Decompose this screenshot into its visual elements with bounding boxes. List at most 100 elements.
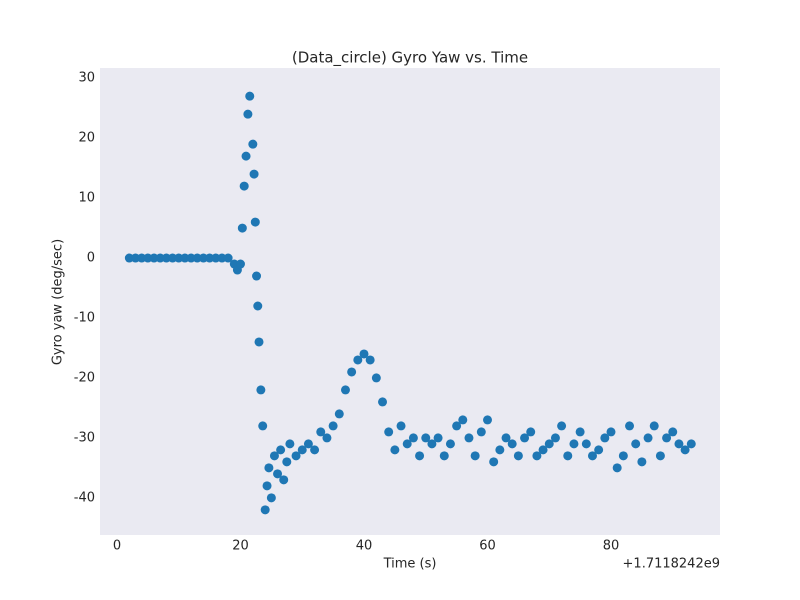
data-point bbox=[149, 253, 159, 263]
data-point bbox=[340, 385, 350, 395]
data-point bbox=[526, 427, 536, 437]
data-point bbox=[217, 253, 227, 263]
data-point bbox=[445, 439, 455, 449]
data-point bbox=[174, 253, 184, 263]
data-point bbox=[285, 439, 295, 449]
data-point bbox=[655, 451, 665, 461]
data-point bbox=[264, 463, 274, 473]
x-offset-label: +1.7118242e9 bbox=[623, 557, 720, 572]
data-point bbox=[452, 421, 462, 431]
data-point bbox=[415, 451, 425, 461]
data-point bbox=[192, 253, 202, 263]
data-point bbox=[476, 427, 486, 437]
data-point bbox=[249, 169, 259, 179]
data-point bbox=[483, 415, 492, 425]
data-point bbox=[686, 439, 696, 449]
data-point bbox=[378, 397, 388, 407]
data-point bbox=[544, 439, 554, 449]
data-point bbox=[205, 253, 215, 263]
chart-title: (Data_circle) Gyro Yaw vs. Time bbox=[292, 49, 528, 68]
data-point bbox=[550, 433, 560, 443]
x-tick-label: 20 bbox=[232, 539, 249, 554]
data-point bbox=[637, 457, 647, 467]
data-point bbox=[625, 421, 635, 431]
data-point bbox=[359, 349, 369, 359]
data-point bbox=[396, 421, 406, 431]
data-point bbox=[507, 439, 517, 449]
x-tick-label: 60 bbox=[479, 539, 496, 554]
x-tick-label: 40 bbox=[356, 539, 373, 554]
data-point bbox=[402, 439, 412, 449]
data-point bbox=[279, 475, 289, 485]
data-point bbox=[470, 451, 480, 461]
data-point bbox=[273, 469, 283, 479]
x-tick-label: 0 bbox=[113, 539, 121, 554]
data-point bbox=[390, 445, 400, 455]
data-point bbox=[384, 427, 394, 437]
data-point bbox=[310, 445, 320, 455]
data-point bbox=[495, 445, 505, 455]
data-point bbox=[245, 91, 255, 101]
data-point bbox=[168, 253, 178, 263]
data-point bbox=[532, 451, 542, 461]
data-point bbox=[612, 463, 622, 473]
y-tick-label: 30 bbox=[78, 71, 95, 86]
data-point bbox=[237, 223, 247, 233]
data-point bbox=[408, 433, 418, 443]
data-point bbox=[260, 505, 270, 515]
y-tick-label: -30 bbox=[74, 430, 95, 445]
data-point bbox=[557, 421, 567, 431]
data-point bbox=[137, 253, 147, 263]
data-point bbox=[371, 373, 381, 383]
y-tick-label: 0 bbox=[87, 251, 95, 266]
data-point bbox=[334, 409, 344, 419]
data-point bbox=[569, 439, 579, 449]
data-point bbox=[600, 433, 610, 443]
data-point bbox=[618, 451, 628, 461]
data-point bbox=[501, 433, 511, 443]
data-point bbox=[649, 421, 659, 431]
data-point bbox=[513, 451, 523, 461]
data-point bbox=[282, 457, 292, 467]
data-point bbox=[239, 181, 249, 191]
data-point bbox=[143, 253, 153, 263]
plot-area bbox=[100, 68, 720, 535]
data-point bbox=[235, 259, 245, 269]
data-point bbox=[223, 253, 233, 263]
data-point bbox=[538, 445, 548, 455]
y-tick-label: 20 bbox=[78, 131, 95, 146]
y-tick-label: -10 bbox=[74, 310, 95, 325]
data-point bbox=[433, 433, 443, 443]
data-point bbox=[520, 433, 530, 443]
data-point bbox=[606, 427, 616, 437]
data-point bbox=[250, 217, 260, 227]
data-point bbox=[297, 445, 307, 455]
data-point bbox=[243, 109, 253, 119]
data-point bbox=[674, 439, 684, 449]
data-point bbox=[262, 481, 272, 491]
data-point bbox=[254, 337, 264, 347]
y-tick-label: -40 bbox=[74, 490, 95, 505]
data-point bbox=[563, 451, 573, 461]
data-point bbox=[124, 253, 134, 263]
data-point bbox=[258, 421, 268, 431]
data-point bbox=[643, 433, 653, 443]
data-point bbox=[458, 415, 468, 425]
data-point bbox=[668, 427, 678, 437]
data-point bbox=[266, 493, 276, 503]
data-point bbox=[291, 451, 301, 461]
data-point bbox=[328, 421, 338, 431]
data-point bbox=[198, 253, 208, 263]
data-point bbox=[427, 439, 437, 449]
data-point bbox=[256, 385, 266, 395]
y-tick-label: 10 bbox=[78, 191, 95, 206]
data-point bbox=[464, 433, 474, 443]
data-point bbox=[680, 445, 690, 455]
x-tick-label: 80 bbox=[603, 539, 620, 554]
data-point bbox=[276, 445, 286, 455]
data-point bbox=[353, 355, 363, 365]
y-axis-label: Gyro yaw (deg/sec) bbox=[51, 239, 66, 365]
data-point bbox=[662, 433, 672, 443]
data-point bbox=[161, 253, 171, 263]
